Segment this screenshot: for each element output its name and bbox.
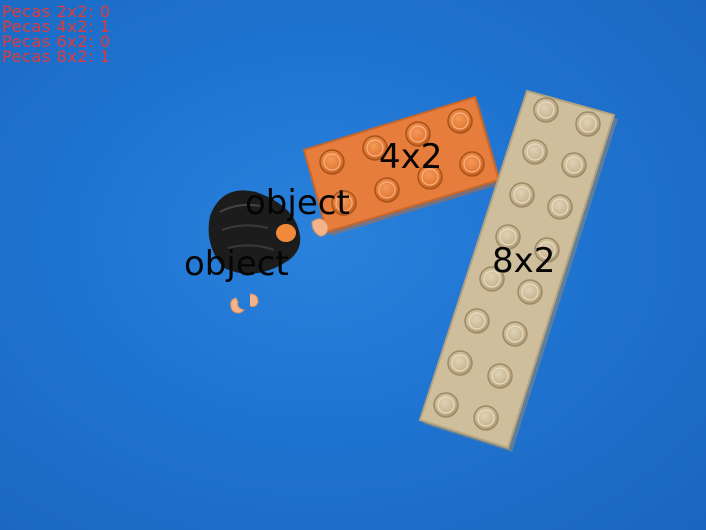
- count-6x2-value: 0: [99, 32, 111, 51]
- minifigure: [208, 190, 329, 314]
- detection-label-object-1: object: [245, 183, 350, 223]
- piece-counts-overlay: Pecas 2x2: 0 Pecas 4x2: 1 Pecas 6x2: 0 P…: [2, 2, 111, 66]
- count-4x2-label: Pecas 4x2: [2, 17, 89, 36]
- detection-label-object-2: object: [184, 244, 289, 284]
- count-8x2-label: Pecas 8x2: [2, 47, 89, 66]
- count-2x2: Pecas 2x2: 0: [2, 2, 111, 21]
- detection-label-4x2: 4x2: [379, 137, 443, 177]
- count-8x2-value: 1: [99, 47, 111, 66]
- count-4x2: Pecas 4x2: 1: [2, 17, 111, 36]
- brick-8x2: [418, 89, 618, 452]
- brick-4x2: [302, 95, 502, 236]
- count-2x2-value: 0: [99, 2, 111, 21]
- brick-8x2-studs: [433, 97, 601, 431]
- count-4x2-value: 1: [99, 17, 111, 36]
- count-8x2: Pecas 8x2: 1: [2, 47, 111, 66]
- count-2x2-label: Pecas 2x2: [2, 2, 89, 21]
- brick-4x2-studs: [319, 108, 485, 216]
- detection-label-8x2: 8x2: [492, 241, 556, 281]
- count-6x2-label: Pecas 6x2: [2, 32, 89, 51]
- count-6x2: Pecas 6x2: 0: [2, 32, 111, 51]
